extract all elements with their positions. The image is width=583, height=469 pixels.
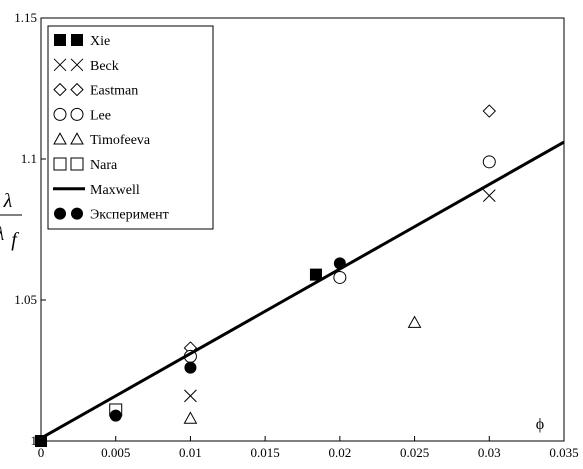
legend-marker xyxy=(53,58,67,72)
legend-label: Eastman xyxy=(90,84,138,99)
series-point xyxy=(407,315,422,328)
series-point xyxy=(109,409,122,422)
legend-marker xyxy=(70,107,84,121)
series-point xyxy=(482,189,496,203)
series-point xyxy=(184,361,197,374)
x-tick-label: 0.005 xyxy=(101,445,130,460)
legend-marker xyxy=(53,132,67,145)
y-tick-label: 1.05 xyxy=(14,292,37,307)
x-axis-ticks: 0 0.005 0.01 0.015 0.02 0.025 0.03 0.035 xyxy=(38,436,579,460)
x-tick-label: 0.03 xyxy=(478,445,501,460)
series-maxwell-line xyxy=(40,140,565,440)
legend-box xyxy=(47,25,214,230)
legend-label: Lee xyxy=(90,108,111,123)
y-axis-label-subscript: f xyxy=(11,229,19,251)
legend-label: Xie xyxy=(90,34,110,49)
x-tick-label: 0.035 xyxy=(549,445,578,460)
legend-label: Beck xyxy=(90,59,119,74)
legend-marker xyxy=(53,82,67,97)
series-point xyxy=(333,270,347,284)
y-tick-label: 1 xyxy=(31,433,38,448)
legend-marker xyxy=(54,207,66,220)
series-point xyxy=(333,257,346,270)
x-tick-label: 0.015 xyxy=(251,445,280,460)
y-axis-label-numerator: λ xyxy=(3,190,13,212)
legend-marker xyxy=(71,207,83,220)
legend-label: Maxwell xyxy=(90,183,140,198)
legend-label: Nara xyxy=(90,158,118,173)
legend-marker xyxy=(70,157,84,171)
legend-marker xyxy=(53,107,67,121)
series-point xyxy=(482,104,496,118)
series-point xyxy=(309,268,322,281)
legend-marker xyxy=(70,82,84,97)
y-tick-label: 1.1 xyxy=(21,151,37,166)
legend-item: Maxwell xyxy=(53,183,140,198)
x-tick-label: 0 xyxy=(38,445,45,460)
legend: Xie Beck Eastman Lee Timofeeva Nara Maxwell Экс… xyxy=(47,25,214,230)
legend-label: Эксперимент xyxy=(90,208,169,223)
y-tick-label: 1.15 xyxy=(14,10,37,25)
x-tick-label: 0.01 xyxy=(179,445,202,460)
legend-marker xyxy=(53,157,67,171)
series-point xyxy=(183,411,198,424)
data-series xyxy=(35,104,565,447)
legend-item: Эксперимент xyxy=(54,207,169,223)
series-point xyxy=(184,389,197,403)
legend-item: Eastman xyxy=(53,82,138,99)
legend-label: Timofeeva xyxy=(90,133,151,148)
legend-marker xyxy=(54,34,66,46)
legend-marker xyxy=(70,58,84,72)
legend-marker xyxy=(70,132,84,145)
x-tick-label: 0.025 xyxy=(400,445,429,460)
legend-item: Beck xyxy=(53,58,119,74)
y-axis-label: λ λ f xyxy=(0,190,22,251)
y-axis-label-denominator: λ xyxy=(0,223,5,245)
y-axis-ticks: 1 1.05 1.1 1.15 xyxy=(14,10,46,448)
legend-marker xyxy=(71,34,83,46)
legend-item: Timofeeva xyxy=(53,132,151,148)
x-tick-label: 0.02 xyxy=(328,445,351,460)
legend-item: Lee xyxy=(53,107,111,123)
plot-frame xyxy=(40,17,565,442)
x-axis-label: ϕ xyxy=(536,416,544,433)
series-point xyxy=(482,155,496,169)
legend-item: Nara xyxy=(53,157,118,173)
legend-item: Xie xyxy=(54,34,110,49)
